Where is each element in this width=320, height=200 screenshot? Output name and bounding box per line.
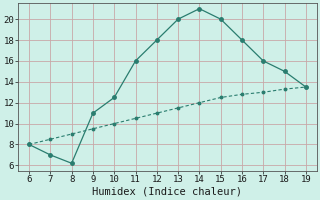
X-axis label: Humidex (Indice chaleur): Humidex (Indice chaleur) xyxy=(92,187,243,197)
